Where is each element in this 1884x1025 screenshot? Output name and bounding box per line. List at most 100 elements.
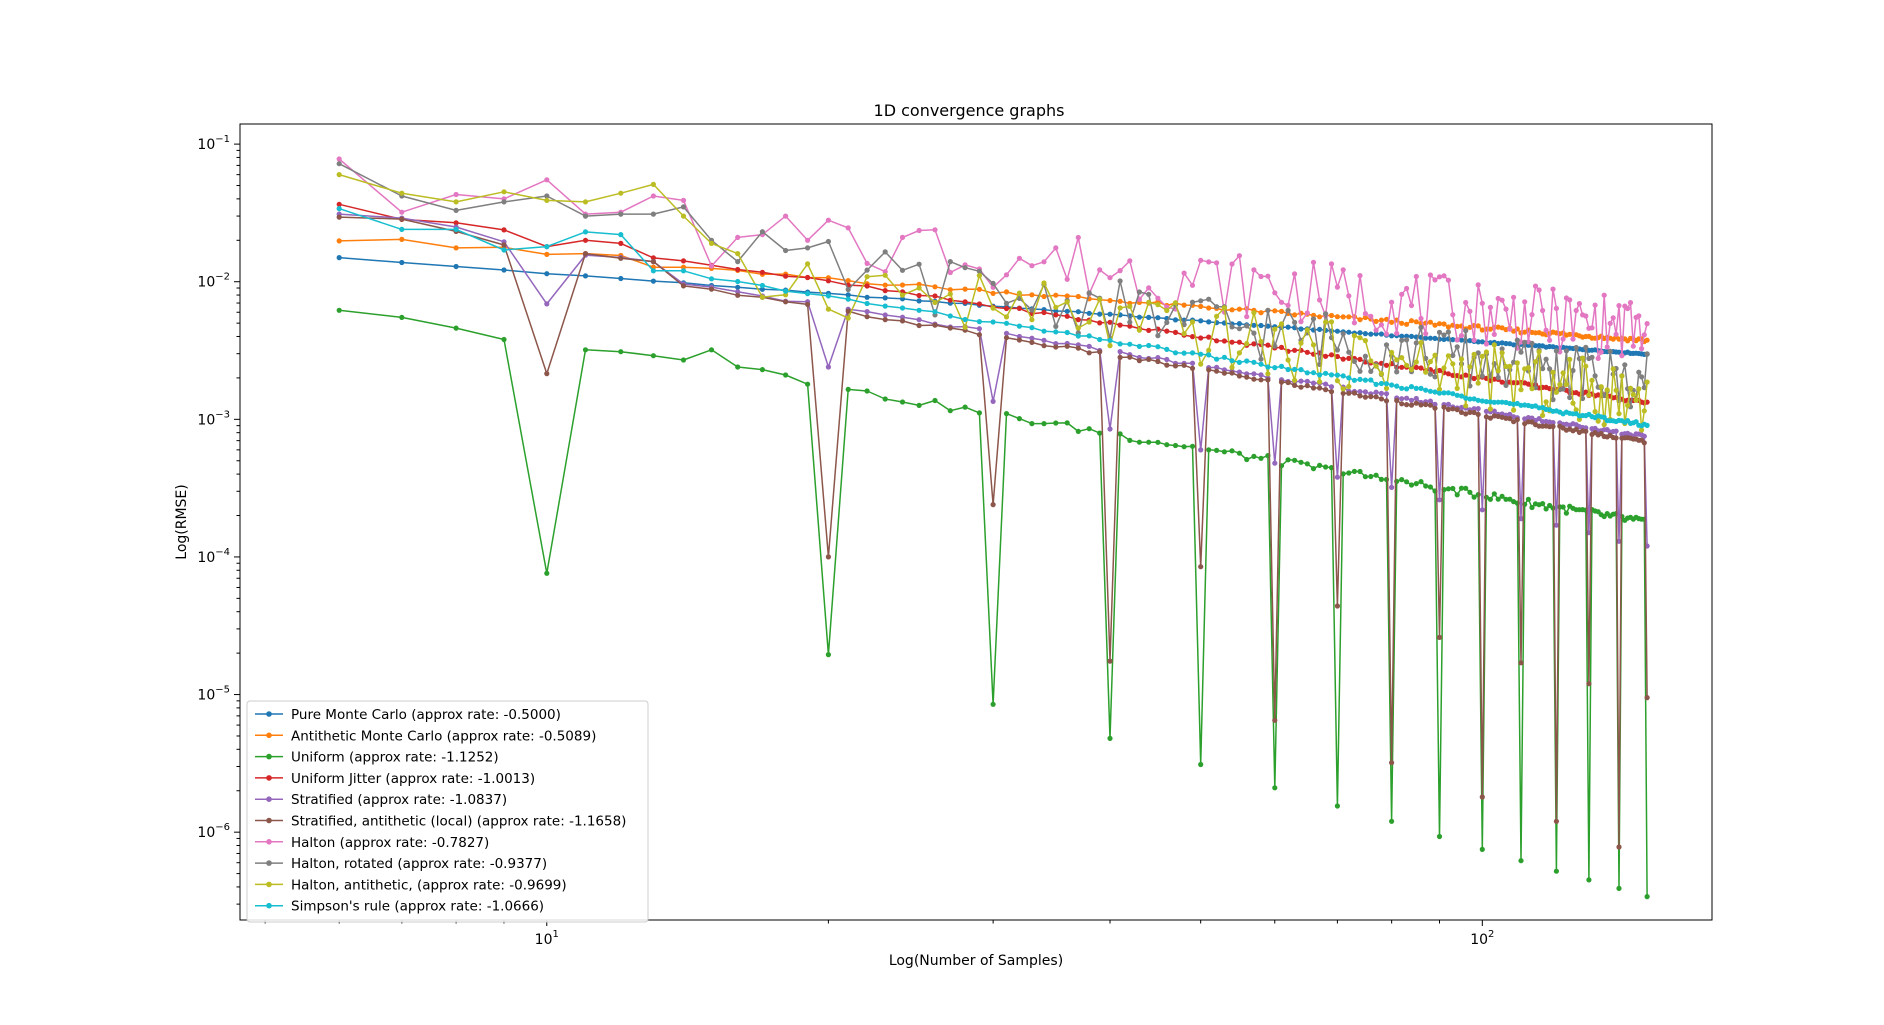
data-point [1613, 387, 1619, 393]
data-point [1423, 335, 1429, 341]
data-point [1570, 336, 1576, 342]
data-point [1483, 399, 1489, 405]
data-point [932, 284, 938, 290]
data-point [582, 213, 589, 219]
data-point [1423, 401, 1429, 408]
data-point [1399, 337, 1405, 343]
data-point [1357, 376, 1363, 382]
data-point [1357, 368, 1363, 374]
chart-title: 1D convergence graphs [874, 101, 1065, 120]
data-point [1394, 330, 1400, 336]
data-point [1636, 386, 1642, 392]
data-point [1399, 364, 1405, 370]
data-point [759, 282, 766, 289]
data-point [399, 226, 405, 232]
data-point [1164, 442, 1170, 448]
data-point [1467, 396, 1473, 402]
data-point [1592, 409, 1598, 415]
data-point [1265, 364, 1271, 370]
data-point [1441, 404, 1447, 410]
data-point [1598, 349, 1604, 355]
data-point [1181, 322, 1187, 328]
data-point [1214, 368, 1220, 374]
data-point [1475, 411, 1481, 417]
data-point [845, 386, 851, 392]
data-point [1418, 324, 1424, 330]
x-axis-label: Log(Number of Samples) [889, 953, 1063, 969]
data-point [1155, 333, 1161, 339]
data-point [1507, 416, 1513, 422]
data-point [1097, 336, 1103, 343]
data-point [1423, 483, 1429, 489]
data-point [1272, 326, 1278, 332]
data-point [1630, 392, 1636, 398]
data-point [1423, 331, 1429, 337]
data-point [1107, 275, 1113, 281]
data-point [1265, 342, 1271, 348]
data-point [1454, 492, 1460, 498]
data-point [1136, 289, 1142, 295]
data-point [805, 381, 811, 387]
data-point [1003, 289, 1010, 295]
data-point [1389, 333, 1395, 339]
data-point [1445, 401, 1451, 407]
axes-frame [239, 123, 1713, 921]
data-point [399, 259, 405, 266]
legend-item: Halton (approx rate: -0.7827) [255, 835, 489, 851]
data-point [882, 249, 888, 255]
data-point [1164, 319, 1170, 326]
data-point [1136, 358, 1142, 364]
data-point [962, 404, 968, 410]
data-point [1285, 324, 1291, 330]
data-point [1413, 319, 1419, 325]
data-point [1097, 296, 1103, 302]
data-point [1418, 385, 1424, 391]
data-point [1016, 290, 1023, 296]
data-point [1503, 382, 1509, 388]
data-point [735, 284, 741, 290]
legend-label: Uniform Jitter (approx rate: -1.0013) [291, 771, 535, 787]
data-point [1310, 380, 1317, 386]
data-point [1086, 310, 1092, 316]
data-point [1503, 340, 1509, 347]
data-point [1529, 312, 1535, 318]
data-point [1589, 325, 1595, 331]
data-point [1221, 305, 1227, 311]
data-point [1573, 307, 1579, 314]
data-point [650, 193, 657, 199]
data-point [1644, 422, 1650, 428]
data-point [1285, 457, 1291, 463]
data-point [1086, 343, 1092, 349]
data-point [1003, 330, 1010, 336]
data-point [680, 283, 687, 289]
data-point [1189, 350, 1196, 356]
data-point [990, 280, 996, 286]
series-3 [336, 307, 1650, 900]
data-point [1413, 359, 1419, 365]
data-point [1475, 350, 1481, 356]
data-point [916, 285, 922, 291]
data-point [1304, 383, 1310, 389]
data-point [1589, 354, 1595, 360]
data-point [501, 199, 507, 205]
data-point [932, 227, 938, 233]
data-point [1373, 389, 1379, 395]
data-point [1127, 323, 1133, 329]
data-point [1408, 302, 1415, 309]
data-point [976, 326, 983, 332]
data-point [1258, 273, 1264, 280]
data-point [544, 193, 550, 199]
data-point [864, 314, 870, 320]
data-point [1503, 306, 1509, 312]
data-point [1251, 322, 1257, 328]
data-point [1383, 381, 1390, 387]
data-point [1236, 321, 1242, 327]
legend-swatch-marker [266, 860, 272, 866]
data-point [1003, 305, 1010, 312]
data-point [845, 292, 851, 298]
data-point [1404, 362, 1410, 368]
data-point [1471, 494, 1477, 500]
data-point [1229, 364, 1235, 370]
legend-label: Halton, rotated (approx rate: -0.9377) [291, 856, 547, 872]
